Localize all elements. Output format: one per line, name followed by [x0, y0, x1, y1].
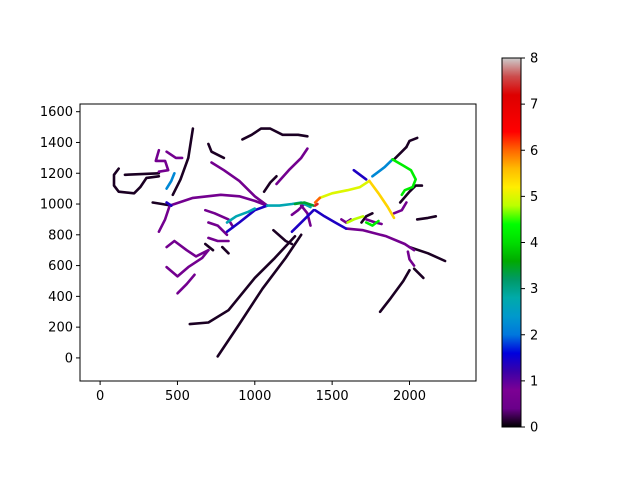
- y-tick-label: 1000: [40, 198, 73, 213]
- colorbar-tick-label: 4: [530, 236, 538, 251]
- road-segment: [318, 179, 371, 200]
- road-segment: [207, 142, 226, 160]
- road-segment: [391, 158, 418, 197]
- y-tick-label: 1400: [40, 136, 73, 151]
- road-segment: [165, 248, 210, 278]
- road-segment: [364, 219, 380, 227]
- road-segment: [165, 172, 176, 190]
- road-segment: [165, 239, 210, 258]
- road-segment: [176, 273, 196, 295]
- road-segment: [262, 175, 278, 193]
- road-segment: [112, 167, 161, 195]
- y-tick-label: 200: [48, 321, 73, 336]
- road-segment: [207, 236, 230, 243]
- y-tick-label: 0: [65, 351, 73, 366]
- x-tick-label: 500: [165, 389, 190, 404]
- colorbar-tick-label: 1: [530, 374, 538, 389]
- road-segment: [392, 201, 408, 215]
- road-segment: [221, 245, 230, 255]
- road-segment: [360, 212, 374, 224]
- x-tick-label: 1500: [316, 389, 349, 404]
- colorbar-tick-label: 6: [530, 144, 538, 159]
- y-tick-label: 400: [48, 290, 73, 305]
- y-tick-label: 1200: [40, 167, 73, 182]
- road-segment: [265, 201, 312, 209]
- road-segments: [112, 127, 447, 358]
- road-segment: [415, 215, 438, 221]
- road-segment: [313, 208, 348, 230]
- road-segment: [412, 267, 425, 280]
- plot-area: 0 500 1000 1500 2000 0 200 400 600 800 1000 1200 14…: [40, 103, 477, 404]
- road-segment: [346, 215, 365, 224]
- road-segment: [406, 250, 416, 267]
- y-axis: 0 200 400 600 800 1000 1200 1400 1600: [40, 105, 80, 366]
- road-segment: [171, 127, 195, 197]
- road-segment: [344, 227, 416, 252]
- road-segment: [290, 208, 315, 233]
- road-segment: [216, 233, 303, 358]
- x-tick-label: 1000: [238, 389, 271, 404]
- road-segment: [165, 150, 184, 160]
- road-segment: [210, 161, 269, 207]
- colorbar-tick-label: 7: [530, 98, 538, 113]
- y-tick-label: 1600: [40, 105, 73, 120]
- x-tick-label: 0: [96, 389, 104, 404]
- road-segment: [204, 242, 215, 252]
- road-segment: [378, 268, 411, 314]
- road-segment: [313, 196, 322, 204]
- road-segment: [165, 201, 173, 207]
- road-segment: [154, 148, 170, 173]
- colorbar-tick-label: 8: [530, 52, 538, 67]
- road-segment: [272, 228, 294, 246]
- road-segment: [168, 193, 269, 207]
- road-segment: [204, 208, 235, 229]
- road-segment: [225, 207, 257, 224]
- colorbar-tick-label: 5: [530, 190, 538, 205]
- x-tick-label: 2000: [393, 389, 426, 404]
- colorbar-tick-label: 3: [530, 282, 538, 297]
- colorbar-tick-label: 2: [530, 328, 538, 343]
- road-segment: [313, 202, 319, 207]
- road-segment: [207, 221, 229, 237]
- road-segment: [157, 204, 171, 233]
- plot-frame: [79, 103, 477, 382]
- road-segment: [225, 204, 269, 233]
- road-segment: [371, 158, 394, 178]
- road-segment: [275, 147, 309, 186]
- colorbar-gradient: [501, 57, 522, 428]
- road-segment: [123, 172, 161, 177]
- y-tick-label: 800: [48, 228, 73, 243]
- road-segment: [392, 145, 408, 161]
- road-segment: [293, 201, 315, 207]
- y-tick-label: 600: [48, 259, 73, 274]
- colorbar-tick-label: 0: [530, 421, 538, 436]
- road-segment: [405, 136, 419, 149]
- road-segment: [299, 204, 312, 227]
- x-axis: 0 500 1000 1500 2000: [96, 381, 426, 404]
- road-segment: [408, 245, 447, 263]
- road-segment: [188, 235, 297, 326]
- road-segment: [367, 179, 396, 220]
- colorbar: 0 1 2 3 4 5 6 7 8: [501, 52, 538, 436]
- road-segment: [352, 168, 368, 181]
- colorbar-ticks: 0 1 2 3 4 5 6 7 8: [521, 52, 538, 436]
- road-segment: [241, 127, 309, 141]
- road-segment: [398, 184, 424, 204]
